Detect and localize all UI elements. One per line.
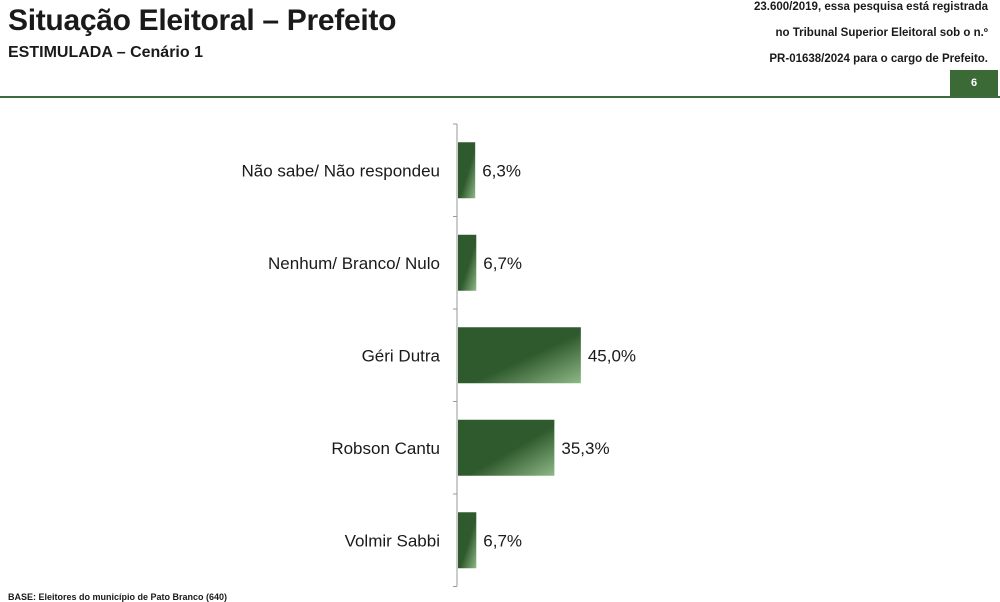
registration-note-line: no Tribunal Superior Eleitoral sob o n.º: [775, 27, 989, 39]
registration-note: 23.600/2019, essa pesquisa está registra…: [688, 0, 988, 72]
bar-chart: Não sabe/ Não respondeu 6,3% Nenhum/ Branc…: [242, 123, 636, 587]
data-label: 45,0%: [588, 346, 636, 365]
data-label: 6,7%: [483, 254, 522, 273]
bar: [458, 234, 477, 291]
registration-note-line: PR-01638/2024 para o cargo de Prefeito.: [769, 53, 988, 65]
page-title: Situação Eleitoral – Prefeito: [8, 4, 397, 37]
bar: [458, 512, 477, 569]
page-number-badge: 6: [950, 70, 998, 96]
registration-note-line: 23.600/2019, essa pesquisa está registra…: [754, 1, 988, 13]
data-label: 35,3%: [561, 439, 609, 458]
category-label: Géri Dutra: [362, 346, 441, 365]
category-label: Robson Cantu: [331, 439, 440, 458]
category-label: Volmir Sabbi: [345, 531, 440, 550]
base-footnote: BASE: Eleitores do município de Pato Bra…: [8, 592, 228, 602]
category-label: Não sabe/ Não respondeu: [242, 161, 440, 180]
data-label: 6,7%: [483, 531, 522, 550]
header-divider: [0, 96, 1000, 98]
bar: [458, 142, 476, 199]
data-label: 6,3%: [482, 161, 521, 180]
bar: [458, 327, 581, 384]
bar: [458, 419, 555, 476]
category-label: Nenhum/ Branco/ Nulo: [268, 254, 440, 273]
page-subtitle: ESTIMULADA – Cenário 1: [8, 44, 203, 61]
